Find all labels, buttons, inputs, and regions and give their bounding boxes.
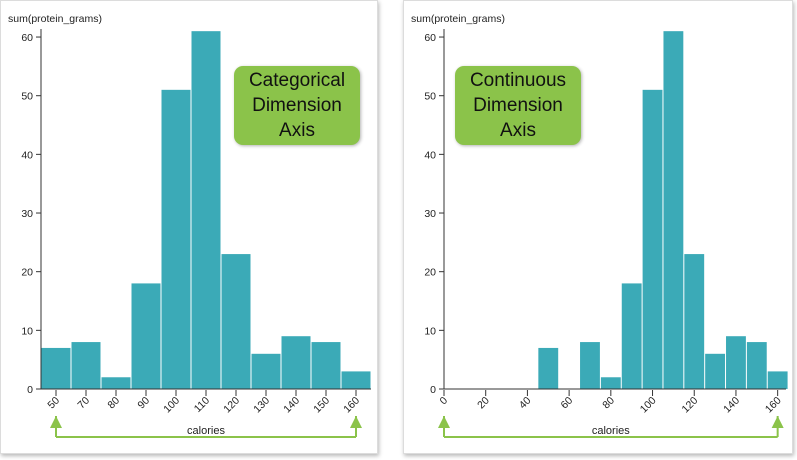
x-tick-label: 120 bbox=[221, 395, 242, 416]
y-tick-label: 20 bbox=[21, 267, 33, 279]
x-tick-label: 40 bbox=[517, 395, 534, 412]
y-tick-label: 60 bbox=[21, 32, 33, 44]
categorical-axis-badge: Categorical Dimension Axis bbox=[234, 66, 360, 145]
bar bbox=[684, 254, 705, 389]
bar bbox=[71, 342, 101, 389]
y-axis-label: sum(protein_grams) bbox=[8, 13, 102, 25]
x-tick-label: 120 bbox=[679, 395, 700, 416]
y-tick-label: 30 bbox=[424, 208, 436, 220]
bar bbox=[281, 336, 311, 389]
x-tick-label: 80 bbox=[105, 395, 122, 412]
y-tick-label: 20 bbox=[424, 267, 436, 279]
categorical-bar-chart: sum(protein_grams) 0 10 20 30 40 50 60 50 70 80 90 1… bbox=[8, 13, 371, 438]
x-tick-label: 160 bbox=[763, 395, 784, 416]
y-tick-label: 40 bbox=[424, 149, 436, 161]
continuous-axis-badge: Continuous Dimension Axis bbox=[455, 66, 581, 145]
y-tick-label: 10 bbox=[424, 325, 436, 337]
y-tick-label: 0 bbox=[430, 384, 436, 396]
bar bbox=[221, 254, 251, 389]
y-tick-label: 30 bbox=[21, 208, 33, 220]
continuous-bar-chart: sum(protein_grams) 0 10 20 30 40 50 60 0 20 40 60 80… bbox=[411, 13, 788, 438]
y-axis-label: sum(protein_grams) bbox=[411, 13, 505, 25]
y-tick-label: 50 bbox=[424, 91, 436, 103]
x-axis-label: calories bbox=[187, 425, 225, 437]
x-tick-label: 80 bbox=[600, 395, 617, 412]
x-tick-label: 50 bbox=[45, 395, 62, 412]
bar bbox=[341, 371, 371, 389]
range-arrowhead-right bbox=[771, 416, 784, 428]
x-tick-label: 160 bbox=[341, 395, 362, 416]
bar bbox=[131, 283, 161, 389]
bar bbox=[726, 336, 746, 389]
bar bbox=[191, 31, 221, 389]
y-tick-label: 0 bbox=[27, 384, 33, 396]
y-tick-label: 60 bbox=[424, 32, 436, 44]
bar bbox=[101, 377, 131, 389]
bar bbox=[41, 347, 71, 389]
x-tick-label: 90 bbox=[135, 395, 152, 412]
x-tick-label: 130 bbox=[251, 395, 272, 416]
categorical-chart-panel: sum(protein_grams) 0 10 20 30 40 50 60 50 70 80 90 1… bbox=[0, 0, 378, 454]
x-tick-label: 70 bbox=[75, 395, 92, 412]
x-axis-label: calories bbox=[592, 425, 630, 437]
continuous-chart-panel: sum(protein_grams) 0 10 20 30 40 50 60 0 20 40 60 80… bbox=[403, 0, 793, 454]
bar bbox=[161, 89, 191, 390]
y-tick-label: 10 bbox=[21, 325, 33, 337]
bar bbox=[538, 347, 559, 389]
x-tick-label: 140 bbox=[721, 395, 742, 416]
y-tick-label: 40 bbox=[21, 149, 33, 161]
range-arrowhead-right bbox=[350, 416, 362, 428]
bar bbox=[311, 342, 341, 389]
bar bbox=[642, 89, 663, 390]
bar bbox=[600, 377, 621, 389]
bar bbox=[251, 353, 281, 389]
x-tick-label: 100 bbox=[638, 395, 659, 416]
x-tick-label: 100 bbox=[161, 395, 182, 416]
bar bbox=[705, 353, 726, 389]
x-tick-label: 150 bbox=[311, 395, 332, 416]
bar bbox=[580, 342, 600, 389]
bar bbox=[663, 31, 684, 389]
range-arrowhead-left bbox=[50, 416, 62, 428]
x-tick-label: 110 bbox=[192, 395, 212, 415]
x-tick-label: 140 bbox=[281, 395, 302, 416]
bar bbox=[621, 283, 642, 389]
x-tick-label: 0 bbox=[438, 395, 451, 408]
x-tick-label: 60 bbox=[558, 395, 575, 412]
bar bbox=[746, 342, 767, 389]
x-tick-label: 20 bbox=[475, 395, 492, 412]
range-arrowhead-left bbox=[438, 416, 450, 428]
y-tick-label: 50 bbox=[21, 91, 33, 103]
bar bbox=[767, 371, 788, 389]
